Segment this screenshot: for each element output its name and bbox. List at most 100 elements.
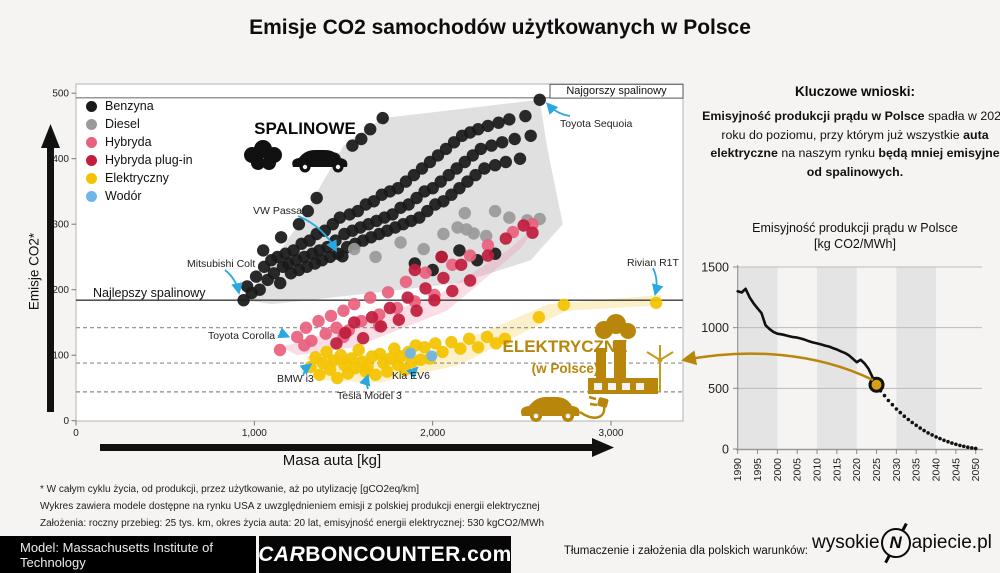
data-point-hybryda-plug-in — [374, 320, 388, 333]
data-point-diesel — [369, 250, 382, 264]
projection-dot — [906, 417, 911, 422]
lightning-n-icon: N — [880, 528, 911, 558]
decade-band — [737, 267, 778, 449]
data-point-benzyna — [364, 123, 377, 136]
annotation-label-vw-passat: VW Passat — [253, 205, 305, 217]
main-scatter-chart: 500 400 300 200 100 00 1,000 2,000 3,000 — [52, 83, 684, 439]
projection-dot — [946, 439, 950, 444]
data-point-hybryda-plug-in — [481, 249, 495, 262]
projection-dot — [886, 398, 891, 403]
data-point-benzyna — [274, 276, 287, 290]
projection-dot — [898, 410, 903, 415]
data-point-elektryczny — [532, 311, 546, 324]
annotation-arrow — [359, 373, 371, 390]
elektryczny-swatch-icon — [86, 172, 97, 184]
y-tick-label: 100 — [52, 351, 69, 362]
data-point-hybryda — [324, 309, 338, 323]
data-point-hybryda — [364, 291, 377, 304]
insight-segment: Emisyjność produkcji prądu w Polsce — [702, 109, 925, 123]
y-tick-label: 300 — [52, 220, 69, 231]
data-point-hybryda — [481, 239, 495, 252]
decade-band — [896, 267, 937, 449]
data-point-benzyna — [485, 139, 498, 152]
insight-segment: spadła w 2025 roku do poziomu, przy któr… — [721, 109, 1000, 142]
data-point-hybryda-plug-in — [339, 326, 352, 340]
electric-icons — [520, 314, 874, 422]
factory-icon — [588, 314, 658, 394]
projection-dot — [890, 402, 895, 407]
data-point-elektryczny — [331, 371, 344, 385]
annotation-label-kia-ev6: Kia EV6 — [392, 370, 430, 382]
benzyna-swatch-icon — [86, 100, 97, 112]
data-point-hybryda-plug-in — [419, 282, 432, 295]
data-point-diesel — [503, 211, 516, 224]
hybryda-swatch-icon — [86, 136, 97, 148]
projection-dot — [950, 441, 954, 445]
brand-main-text: BONCOUNTER — [305, 542, 461, 566]
wysokienapiecie-logo[interactable]: wysokie N apiecie.pl — [812, 528, 992, 558]
annotation-arrow — [546, 102, 571, 117]
data-point-hybryda — [337, 304, 350, 317]
data-point-hybryda — [381, 286, 395, 299]
data-point-diesel — [394, 236, 407, 249]
data-point-elektryczny — [369, 368, 382, 381]
data-point-hybryda-plug-in — [446, 284, 459, 298]
x-tick-label: 1990 — [732, 458, 744, 482]
legend-item-diesel: Diesel — [86, 115, 193, 133]
projection-dot — [894, 407, 899, 411]
data-point-hybryda-plug-in — [435, 250, 448, 264]
data-point-hybryda-plug-in — [437, 271, 450, 285]
combustion-group-label: SPALINOWE — [254, 119, 356, 138]
data-point-benzyna — [481, 119, 495, 133]
data-point-hybryda — [419, 266, 432, 279]
data-point-elektryczny — [345, 352, 358, 365]
data-point-benzyna — [310, 191, 323, 205]
data-point-elektryczny — [649, 296, 663, 309]
data-point-benzyna — [274, 231, 288, 244]
data-point-hybryda — [273, 343, 287, 357]
logo-part1: wysokie — [812, 532, 880, 553]
insight-segment: będą mniej emisyjne od spalinowych. — [806, 146, 1000, 179]
data-point-hybryda — [463, 249, 477, 262]
best-combustion-line-label: Najlepszy spalinowy — [93, 286, 206, 300]
data-point-benzyna — [488, 159, 502, 172]
data-point-hybryda — [299, 321, 313, 334]
data-point-benzyna — [355, 132, 368, 146]
data-point-benzyna — [492, 116, 505, 129]
data-point-hybryda-plug-in — [392, 313, 405, 326]
projection-dot — [962, 444, 966, 449]
legend-item-wodor: Wodór — [86, 187, 193, 205]
data-point-benzyna — [496, 136, 509, 149]
carboncounter-logo[interactable]: CAR BONCOUNTER .com — [258, 536, 511, 573]
annotation-label-tesla-model-3: Tesla Model 3 — [337, 390, 402, 402]
data-point-benzyna — [453, 244, 466, 257]
annotation-label-rivian-r1t: Rivian R1T — [627, 257, 679, 269]
data-point-benzyna — [249, 270, 263, 283]
projection-dot — [938, 436, 942, 441]
data-point-benzyna — [513, 152, 527, 165]
x-tick-label: 2050 — [970, 458, 982, 482]
data-point-benzyna — [257, 244, 270, 257]
data-point-elektryczny — [557, 298, 571, 311]
x-tick-label: 2020 — [851, 458, 863, 482]
projection-dot — [966, 445, 970, 450]
data-point-hybryda — [348, 297, 361, 311]
grid-emission-arrow — [681, 350, 874, 382]
combustion-icons — [41, 124, 614, 457]
y-tick-label: 0 — [63, 416, 69, 427]
data-point-hybryda-plug-in — [383, 301, 397, 315]
data-point-hybryda-plug-in — [410, 304, 423, 317]
data-point-hybryda — [312, 314, 325, 328]
data-point-diesel — [437, 227, 450, 241]
data-point-benzyna — [346, 139, 359, 152]
x-axis-arrow-icon — [100, 438, 614, 457]
y-tick-label: 500 — [708, 382, 729, 396]
projection-dot — [930, 433, 934, 437]
data-point-hybryda-plug-in — [356, 332, 370, 345]
footnote-lifecycle: * W całym cyklu życia, od produkcji, prz… — [40, 484, 420, 495]
data-point-benzyna — [471, 123, 485, 136]
projection-dot — [934, 435, 938, 439]
annotation-arrow — [406, 366, 419, 379]
projection-dot — [914, 423, 918, 428]
